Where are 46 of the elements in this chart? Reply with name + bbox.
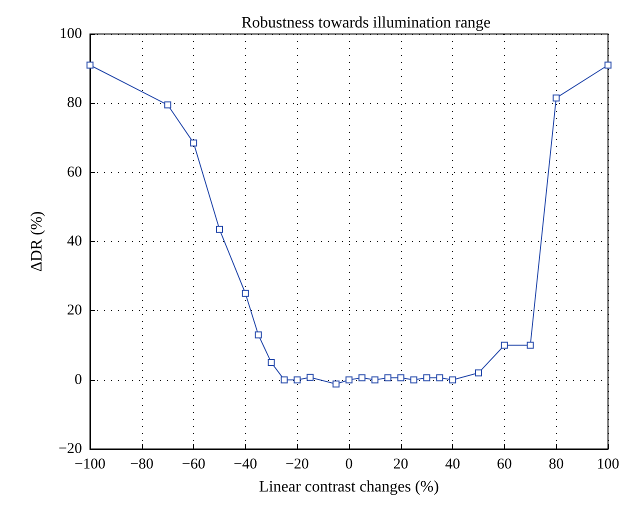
x-tick-label: −60 <box>182 456 206 472</box>
point <box>268 359 275 366</box>
x-tick-label: −20 <box>285 456 309 472</box>
y-tick-label: 100 <box>60 26 82 42</box>
point <box>280 376 288 384</box>
y-tick-label: 40 <box>67 234 82 250</box>
x-tick-label: 100 <box>596 456 620 472</box>
x-tick-label: −100 <box>74 456 106 472</box>
point <box>371 376 378 384</box>
point <box>410 376 418 384</box>
point <box>604 62 612 69</box>
point <box>449 376 456 384</box>
point <box>306 374 314 381</box>
y-tick-label: −20 <box>58 441 82 457</box>
chart-title: Robustness towards illumination range <box>241 14 491 32</box>
y-tick-label: 0 <box>74 372 82 388</box>
point <box>216 226 223 233</box>
x-tick-label: 80 <box>548 456 564 472</box>
point <box>475 369 482 376</box>
y-tick-label: 80 <box>67 95 82 112</box>
x-tick-label: 20 <box>393 456 408 472</box>
point <box>436 374 444 382</box>
point <box>254 331 262 338</box>
x-tick-label: −80 <box>130 456 154 472</box>
x-tick-label: −40 <box>234 456 258 472</box>
x-tick-label: 60 <box>496 456 512 472</box>
point <box>332 380 340 388</box>
point <box>358 374 366 382</box>
x-tick-label: 0 <box>345 456 353 472</box>
point <box>164 101 172 108</box>
point <box>397 374 404 382</box>
point <box>384 374 392 382</box>
point <box>552 94 560 102</box>
y-tick-label: 20 <box>67 302 82 319</box>
point <box>190 139 198 146</box>
point <box>242 290 249 297</box>
point <box>294 376 301 384</box>
point <box>86 62 94 69</box>
x-axis-title: Linear contrast changes (%) <box>259 478 439 496</box>
y-tick-label: 60 <box>67 164 82 180</box>
point <box>423 374 430 382</box>
point <box>526 342 534 349</box>
y-axis-title: ΔDR (%) <box>28 211 46 272</box>
x-tick-label: 40 <box>445 456 460 472</box>
point <box>346 376 352 384</box>
point <box>500 342 508 349</box>
